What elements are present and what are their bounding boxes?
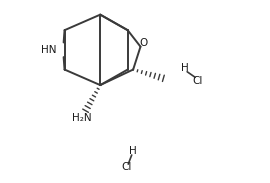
Text: HN: HN — [41, 45, 57, 55]
Text: O: O — [140, 38, 148, 48]
Text: Cl: Cl — [192, 76, 202, 85]
Text: Cl: Cl — [122, 163, 132, 172]
Text: H₂N: H₂N — [72, 113, 92, 123]
Text: H: H — [181, 63, 189, 73]
Text: H: H — [129, 146, 137, 156]
